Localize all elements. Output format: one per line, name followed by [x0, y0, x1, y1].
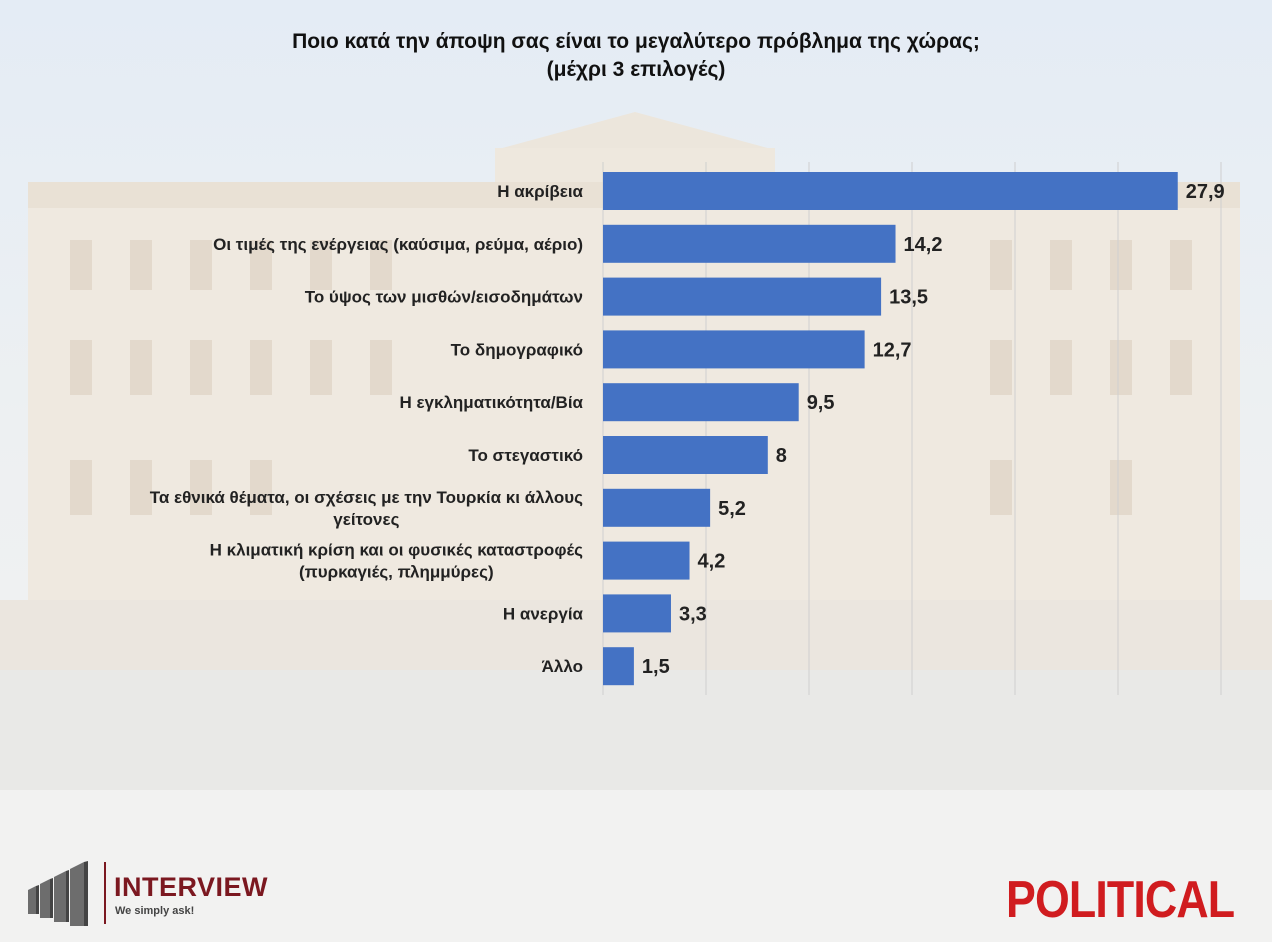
category-label: Η ακρίβεια — [497, 182, 583, 201]
category-label: Το στεγαστικό — [468, 446, 583, 465]
bar — [603, 488, 711, 527]
bar — [603, 383, 799, 422]
bar — [603, 172, 1178, 210]
bar — [603, 277, 882, 316]
data-label: 3,3 — [679, 603, 707, 625]
data-label: 14,2 — [904, 234, 943, 256]
category-label: Οι τιμές της ενέργειας (καύσιμα, ρεύμα, … — [213, 235, 583, 254]
data-label: 1,5 — [642, 656, 670, 678]
chart-value-labels: 27,9 14,2 13,5 12,7 9,5 8 5,2 4,2 3,3 1,5 — [642, 181, 1225, 678]
bar — [603, 594, 671, 633]
bar — [603, 330, 865, 369]
category-label: Η κλιματική κρίση και οι φυσικές καταστρ… — [210, 541, 584, 582]
category-label: Η ανεργία — [503, 604, 584, 623]
data-label: 4,2 — [698, 551, 726, 573]
bar — [603, 224, 896, 263]
data-label: 12,7 — [873, 339, 912, 361]
political-logo: POLITICAL — [1006, 871, 1235, 929]
data-label: 5,2 — [718, 498, 746, 520]
interview-logo-tagline: We simply ask! — [115, 905, 195, 917]
category-label: Το δημογραφικό — [451, 340, 583, 359]
data-label: 27,9 — [1186, 181, 1225, 203]
chart-title: Ποιο κατά την άποψη σας είναι το μεγαλύτ… — [0, 28, 1272, 84]
chart-title-line-2: (μέχρι 3 επιλογές) — [546, 58, 726, 81]
chart-title-line-1: Ποιο κατά την άποψη σας είναι το μεγαλύτ… — [292, 30, 980, 53]
interview-logo-name: INTERVIEW — [114, 872, 269, 902]
data-label: 13,5 — [889, 287, 928, 309]
data-label: 9,5 — [807, 392, 835, 414]
category-label: Η εγκληματικότητα/Βία — [399, 393, 583, 412]
chart-bars — [603, 172, 1178, 686]
category-label: Άλλο — [542, 657, 583, 676]
data-label: 8 — [776, 445, 787, 467]
bar — [603, 647, 634, 686]
category-label: Τα εθνικά θέματα, οι σχέσεις με την Τουρ… — [150, 488, 583, 529]
category-label: Το ύψος των μισθών/εισοδημάτων — [305, 288, 583, 307]
chart-category-labels: Η ακρίβεια Οι τιμές της ενέργειας (καύσιμ… — [150, 182, 584, 676]
interview-logo-icon — [28, 861, 106, 926]
bar — [603, 541, 690, 580]
bar — [603, 436, 768, 474]
